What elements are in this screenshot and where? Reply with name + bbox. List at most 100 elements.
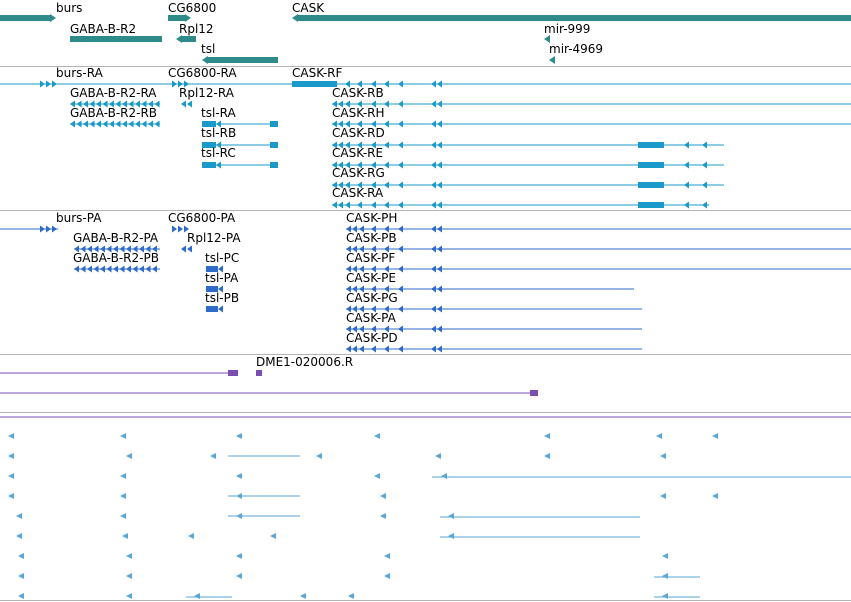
- tsl-segment[interactable]: [216, 141, 221, 149]
- cask-rf-segment[interactable]: [384, 80, 389, 88]
- burs-pa-segment[interactable]: [52, 225, 57, 233]
- cg6800-pa-segment[interactable]: [184, 225, 189, 233]
- cask-transcript-segment[interactable]: [384, 120, 389, 128]
- cask-transcript-segment[interactable]: [357, 181, 362, 189]
- gaba-rb-segment[interactable]: [96, 120, 101, 128]
- mir999-gene-tip[interactable]: [544, 35, 550, 43]
- tsl-segment[interactable]: [216, 161, 221, 169]
- gaba-pb-segment[interactable]: [93, 265, 99, 273]
- rpl12-ra-segment[interactable]: [187, 100, 192, 108]
- cask-transcript-segment[interactable]: [371, 100, 376, 108]
- cask-gene-bar[interactable]: [298, 15, 851, 21]
- cask-transcript-segment[interactable]: [431, 120, 436, 128]
- cask-transcript-segment[interactable]: [345, 141, 350, 149]
- gaba-pa-segment[interactable]: [145, 245, 151, 253]
- cask-transcript-segment[interactable]: [332, 181, 337, 189]
- gaba-pb-segment[interactable]: [119, 265, 125, 273]
- cask-protein-segment[interactable]: [352, 305, 357, 313]
- est-feature[interactable]: [348, 593, 354, 599]
- cask-late-exon[interactable]: [638, 162, 664, 168]
- cask-protein-segment[interactable]: [437, 305, 442, 313]
- cask-protein-segment[interactable]: [359, 325, 364, 333]
- cask-transcript-segment[interactable]: [398, 201, 403, 209]
- cask-transcript-segment[interactable]: [437, 201, 442, 209]
- cask-protein-segment[interactable]: [398, 325, 403, 333]
- est-feature[interactable]: [316, 453, 322, 459]
- cask-transcript-segment[interactable]: [357, 100, 362, 108]
- gaba-ra-segment[interactable]: [122, 100, 127, 108]
- probe-block[interactable]: [530, 390, 538, 396]
- est-feature[interactable]: [8, 493, 14, 499]
- cask-rf-segment[interactable]: [357, 80, 362, 88]
- cask-protein-segment[interactable]: [346, 345, 351, 353]
- cask-protein-segment[interactable]: [398, 265, 403, 273]
- est-feature[interactable]: [122, 533, 128, 539]
- cask-transcript-segment[interactable]: [357, 161, 362, 169]
- est-feature[interactable]: [380, 493, 386, 499]
- est-feature[interactable]: [236, 553, 242, 559]
- cask-transcript-segment[interactable]: [384, 201, 389, 209]
- cask-transcript-segment[interactable]: [431, 100, 436, 108]
- est-feature[interactable]: [712, 493, 718, 499]
- est-feature[interactable]: [300, 593, 306, 599]
- cask-rf-exon[interactable]: [292, 81, 337, 87]
- gaba-rb-segment[interactable]: [148, 120, 153, 128]
- burs-pa-segment[interactable]: [40, 225, 45, 233]
- gaba-pb-segment[interactable]: [80, 265, 86, 273]
- cask-protein-segment[interactable]: [398, 245, 403, 253]
- cask-protein-segment[interactable]: [359, 265, 364, 273]
- cask-transcript-segment[interactable]: [345, 201, 350, 209]
- cask-transcript-segment[interactable]: [398, 141, 403, 149]
- cask-rf-segment[interactable]: [437, 80, 442, 88]
- tsl-exon[interactable]: [202, 121, 216, 127]
- cask-transcript-segment[interactable]: [398, 181, 403, 189]
- tsl-segment[interactable]: [216, 120, 221, 128]
- cask-transcript-segment[interactable]: [431, 181, 436, 189]
- cask-transcript-segment[interactable]: [431, 161, 436, 169]
- cask-protein-segment[interactable]: [352, 265, 357, 273]
- cask-protein-segment[interactable]: [431, 245, 436, 253]
- cask-transcript-segment[interactable]: [437, 161, 442, 169]
- rpl12-gene-bar[interactable]: [181, 36, 196, 42]
- cask-late-exon[interactable]: [638, 202, 664, 208]
- burs-gene-bar[interactable]: [0, 15, 50, 21]
- cask-transcript-end-segment[interactable]: [684, 161, 689, 169]
- cask-transcript-segment[interactable]: [338, 100, 343, 108]
- tsl-exon[interactable]: [270, 142, 278, 148]
- cask-transcript-segment[interactable]: [332, 161, 337, 169]
- tsl-exon[interactable]: [270, 121, 278, 127]
- cask-protein-segment[interactable]: [371, 245, 376, 253]
- cask-protein-segment[interactable]: [371, 305, 376, 313]
- cask-transcript-segment[interactable]: [437, 141, 442, 149]
- cask-protein-segment[interactable]: [359, 345, 364, 353]
- cask-protein-segment[interactable]: [346, 265, 351, 273]
- est-feature[interactable]: [662, 553, 668, 559]
- cask-protein-segment[interactable]: [431, 325, 436, 333]
- cask-protein-segment[interactable]: [437, 345, 442, 353]
- cask-transcript-segment[interactable]: [371, 181, 376, 189]
- burs-pa-segment[interactable]: [46, 225, 51, 233]
- gaba-pa-segment[interactable]: [119, 245, 125, 253]
- gaba-ra-segment[interactable]: [76, 100, 82, 108]
- cask-protein-segment[interactable]: [359, 245, 364, 253]
- cask-transcript-segment[interactable]: [371, 141, 376, 149]
- cask-protein-segment[interactable]: [371, 265, 376, 273]
- cask-protein-segment[interactable]: [352, 225, 357, 233]
- cask-protein-segment[interactable]: [346, 245, 351, 253]
- tsl-protein-box[interactable]: [206, 286, 218, 292]
- cask-protein-segment[interactable]: [371, 285, 376, 293]
- cask-transcript-segment[interactable]: [357, 201, 362, 209]
- cask-transcript-segment[interactable]: [384, 100, 389, 108]
- cask-protein-segment[interactable]: [437, 285, 442, 293]
- gaba-pb-segment[interactable]: [145, 265, 151, 273]
- gaba-ra-segment[interactable]: [148, 100, 153, 108]
- cask-protein-segment[interactable]: [431, 305, 436, 313]
- mir4969-gene-tip[interactable]: [549, 56, 555, 64]
- gaba-ra-segment[interactable]: [128, 100, 134, 108]
- cask-transcript-segment[interactable]: [437, 181, 442, 189]
- est-feature[interactable]: [662, 593, 668, 599]
- gaba-ra-segment[interactable]: [96, 100, 101, 108]
- cg6800-pa-segment[interactable]: [178, 225, 183, 233]
- cask-transcript-segment[interactable]: [345, 120, 350, 128]
- cask-transcript-end-segment[interactable]: [702, 141, 707, 149]
